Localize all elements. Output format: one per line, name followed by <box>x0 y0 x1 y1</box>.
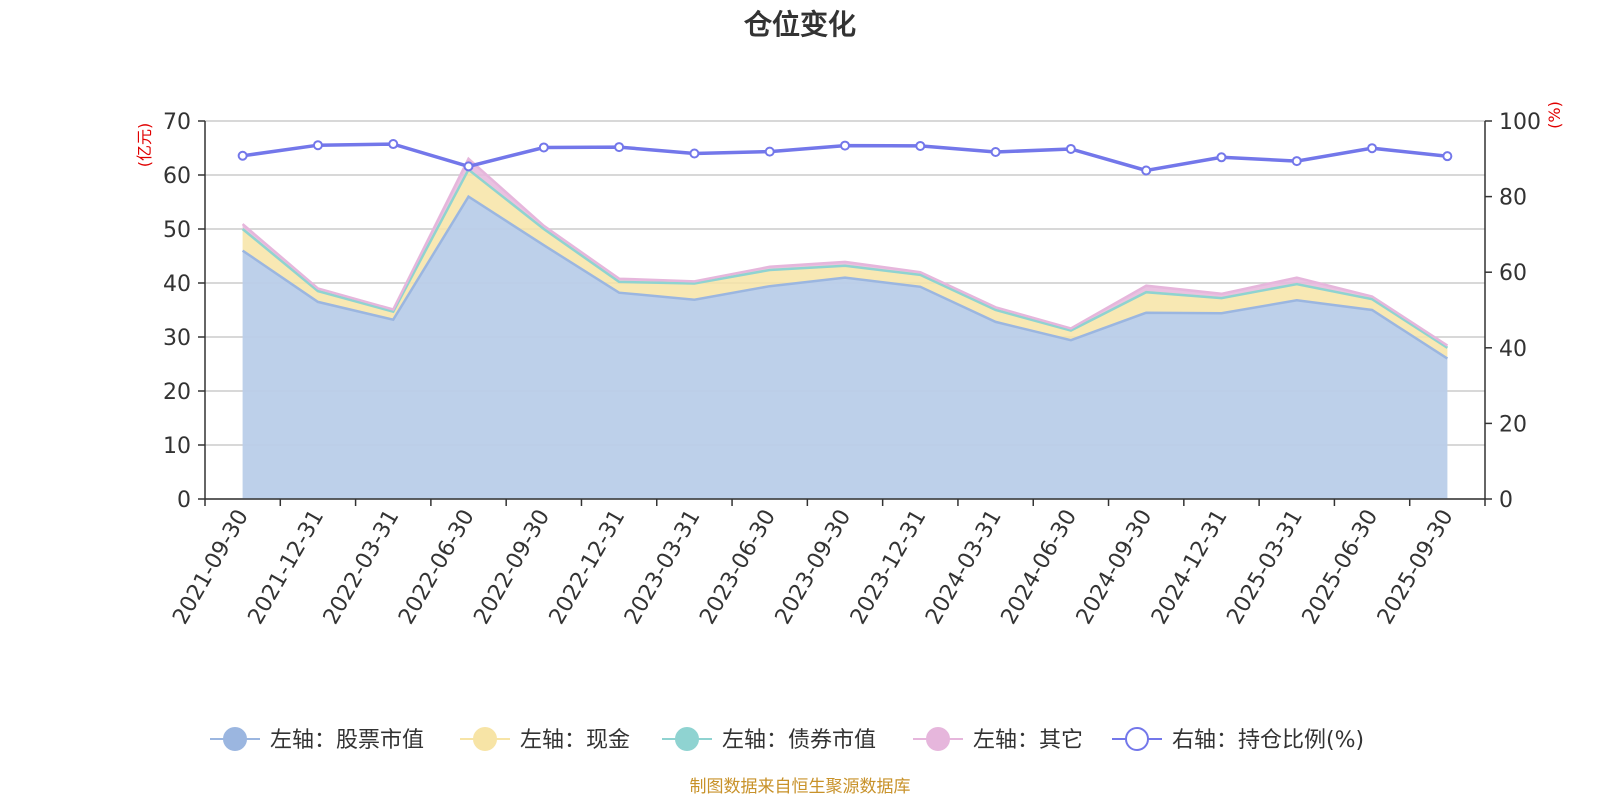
legend-label: 右轴：持仓比例(%) <box>1172 728 1364 753</box>
ratio-point <box>840 140 850 151</box>
x-axis-tick-label: 2023-03-31 <box>620 506 706 629</box>
legend-label: 左轴：股票市值 <box>270 728 424 753</box>
left-axis-tick-label: 50 <box>163 218 191 243</box>
legend-item-bond: 左轴：债券市值 <box>662 727 876 753</box>
right-axis-tick-label: 40 <box>1499 337 1527 362</box>
ratio-point <box>764 146 775 157</box>
left-axis-tick-label: 70 <box>163 110 191 135</box>
legend-marker <box>223 727 247 751</box>
left-axis-tick-label: 20 <box>163 380 191 405</box>
ratio-point <box>1367 143 1378 154</box>
x-axis-tick-label: 2024-06-30 <box>996 506 1082 629</box>
right-axis-tick-label: 0 <box>1499 488 1513 513</box>
left-axis-tick-label: 0 <box>177 488 191 513</box>
legend-item-ratio: 右轴：持仓比例(%) <box>1112 727 1364 753</box>
ratio-point <box>990 146 1001 157</box>
legend-label: 左轴：其它 <box>973 728 1083 753</box>
ratio-point <box>237 150 248 161</box>
right-axis-tick-label: 80 <box>1499 186 1527 211</box>
ratio-point <box>1065 143 1076 154</box>
left-axis-tick-label: 10 <box>163 434 191 459</box>
x-axis-tick-label: 2022-09-30 <box>469 506 555 629</box>
bond-area-line <box>241 167 1449 349</box>
ratio-point <box>1141 165 1152 176</box>
x-axis-tick-label: 2025-03-31 <box>1222 506 1308 629</box>
x-axis-tick-label: 2024-03-31 <box>921 506 1007 629</box>
ratio-point <box>1442 151 1453 162</box>
legend-label: 左轴：债券市值 <box>722 728 876 753</box>
x-axis-tick-label: 2025-06-30 <box>1298 506 1384 629</box>
ratio-line-layer <box>237 139 1453 176</box>
legend-marker <box>675 727 699 751</box>
source-note: 制图数据来自恒生聚源数据库 <box>690 777 911 797</box>
ratio-point <box>312 140 323 151</box>
ratio-point <box>1216 152 1227 163</box>
ratio-point <box>463 161 474 172</box>
x-axis-tick-label: 2021-09-30 <box>168 506 254 629</box>
legend-item-other: 左轴：其它 <box>913 727 1083 753</box>
right-axis-tick-label: 100 <box>1499 110 1541 135</box>
ratio-point <box>538 142 549 153</box>
x-axis-tick-label: 2022-03-31 <box>319 506 405 629</box>
left-axis-tick-label: 30 <box>163 326 191 351</box>
cash-area <box>242 169 1448 359</box>
ratio-point <box>388 139 399 150</box>
ratio-point <box>915 140 926 151</box>
ratio-point <box>614 142 625 153</box>
left-axis-tick-label: 60 <box>163 164 191 189</box>
x-axis-tick-label: 2024-09-30 <box>1072 506 1158 629</box>
x-axis-tick-label: 2021-12-31 <box>244 506 330 629</box>
stacked-areas <box>241 156 1449 499</box>
legend-item-cash: 左轴：现金 <box>460 727 630 753</box>
legend-marker <box>1125 727 1149 751</box>
legend-label: 左轴：现金 <box>520 728 630 753</box>
x-axis-tick-label: 2025-09-30 <box>1373 506 1459 629</box>
legend-marker <box>926 727 950 751</box>
right-axis-tick-label: 60 <box>1499 261 1527 286</box>
legend: 左轴：股票市值 左轴：现金 左轴：债券市值 左轴：其它 右轴：持仓比例(%) <box>210 727 1364 753</box>
chart-title: 仓位变化 <box>744 8 856 41</box>
x-axis-tick-label: 2023-06-30 <box>695 506 781 629</box>
x-axis-tick-label: 2023-12-31 <box>846 506 932 629</box>
ratio-point <box>689 148 700 159</box>
right-axis-unit: (%) <box>1545 101 1564 129</box>
left-axis-unit: (亿元) <box>135 123 154 168</box>
x-axis-tick-label: 2022-12-31 <box>545 506 631 629</box>
other-area-line <box>241 156 1449 347</box>
right-axis-tick-label: 20 <box>1499 412 1527 437</box>
x-axis-tick-label: 2022-06-30 <box>394 506 480 629</box>
legend-marker <box>473 727 497 751</box>
ratio-point <box>1291 156 1302 167</box>
stock-area <box>242 196 1448 499</box>
stock-area-line <box>241 194 1449 360</box>
x-axis-tick-label: 2023-09-30 <box>771 506 857 629</box>
legend-item-stock: 左轴：股票市值 <box>210 727 424 753</box>
x-axis-tick-label: 2024-12-31 <box>1147 506 1233 629</box>
left-axis-tick-label: 40 <box>163 272 191 297</box>
